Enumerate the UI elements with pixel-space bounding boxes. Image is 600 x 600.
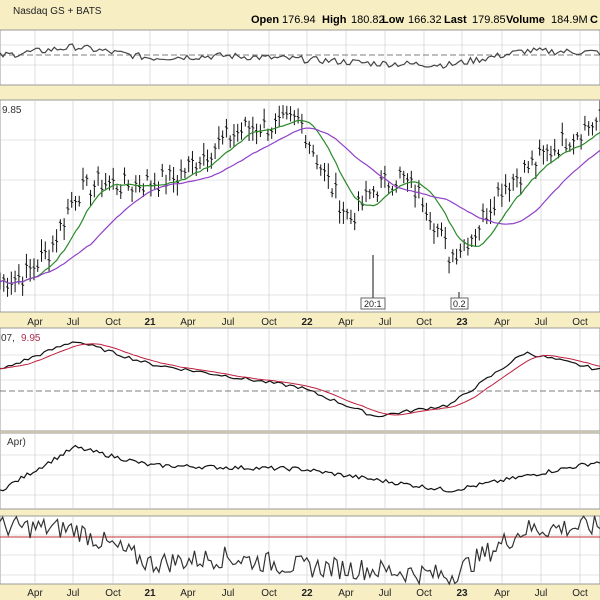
panel-oscillator [0,515,600,585]
x-tick-mid-13: Jul [535,317,548,328]
relative-strength-line [0,444,600,493]
x-tick-bottom-14: Oct [572,588,588,599]
split-marker-1: 20:1 [360,297,386,310]
oscillator-line [0,515,600,586]
macd-value: 9.95 [21,333,41,344]
x-tick-bottom-3: 21 [144,588,156,599]
last-value: 179.85 [472,14,506,26]
x-tick-bottom-13: Jul [535,588,548,599]
x-tick-mid-12: Apr [494,317,510,328]
x-tick-mid-10: Oct [416,317,432,328]
header-trailing: C [590,14,598,26]
x-tick-mid-6: Oct [261,317,277,328]
x-tick-bottom-1: Jul [67,588,80,599]
x-tick-bottom-4: Apr [180,588,196,599]
x-axis-bottom: Apr Jul Oct 21 Apr Jul Oct 22 Apr Jul Oct 23 Apr Jul O… [27,588,588,599]
split-marker-2-box [450,297,469,310]
open-value: 176.94 [282,14,316,26]
x-tick-bottom-10: Oct [416,588,432,599]
macd-signal-line [0,343,600,416]
panel-price [0,99,600,313]
x-tick-mid-3: 21 [144,317,156,328]
low-value: 166.32 [408,14,442,26]
x-tick-bottom-0: Apr [27,588,43,599]
price-last-label: 9.85 [2,105,22,116]
x-tick-mid-4: Apr [180,317,196,328]
open-label: Open [251,14,279,26]
x-tick-bottom-7: 22 [301,588,313,599]
ma-short-line [0,119,600,284]
rsi-line [0,43,600,69]
macd-label-fragment: 07, [1,333,15,344]
macd-line [0,341,600,418]
chart-marks [0,43,600,586]
x-tick-bottom-11: 23 [456,588,468,599]
x-tick-mid-11: 23 [456,317,468,328]
x-tick-bottom-5: Jul [222,588,235,599]
low-label: Low [382,14,404,26]
x-tick-bottom-8: Apr [338,588,354,599]
x-tick-mid-9: Jul [379,317,392,328]
x-tick-bottom-9: Jul [379,588,392,599]
x-tick-mid-14: Oct [572,317,588,328]
header-bar: Nasdaq GS + BATS Open 176.94 High 180.82… [13,6,598,26]
last-label: Last [444,14,467,26]
x-tick-mid-7: 22 [301,317,313,328]
ma-long-line [0,127,600,284]
x-tick-mid-0: Apr [27,317,43,328]
data-source: Nasdaq GS + BATS [13,6,102,17]
x-tick-bottom-12: Apr [494,588,510,599]
x-tick-mid-8: Apr [338,317,354,328]
split-marker-1-box [360,297,386,310]
split-marker-2-text: 0.2 [453,299,466,309]
high-value: 180.82 [351,14,385,26]
split-marker-1-text: 20:1 [364,299,382,309]
volume-label: Volume [506,14,545,26]
x-tick-bottom-6: Oct [261,588,277,599]
x-tick-bottom-2: Oct [105,588,121,599]
x-axis-middle: Apr Jul Oct 21 Apr Jul Oct 22 Apr Jul Oct 23 Apr Jul O… [27,317,588,328]
price-bars [0,100,600,297]
relative-strength-label: Apr) [7,437,26,448]
volume-value: 184.9M [551,14,588,26]
split-marker-2: 0.2 [450,297,469,310]
panel-relative-strength [0,432,600,510]
x-tick-mid-1: Jul [67,317,80,328]
high-label: High [322,14,347,26]
x-tick-mid-2: Oct [105,317,121,328]
x-tick-mid-5: Jul [222,317,235,328]
macd-panel-label: 07, 9.95 [1,333,41,344]
